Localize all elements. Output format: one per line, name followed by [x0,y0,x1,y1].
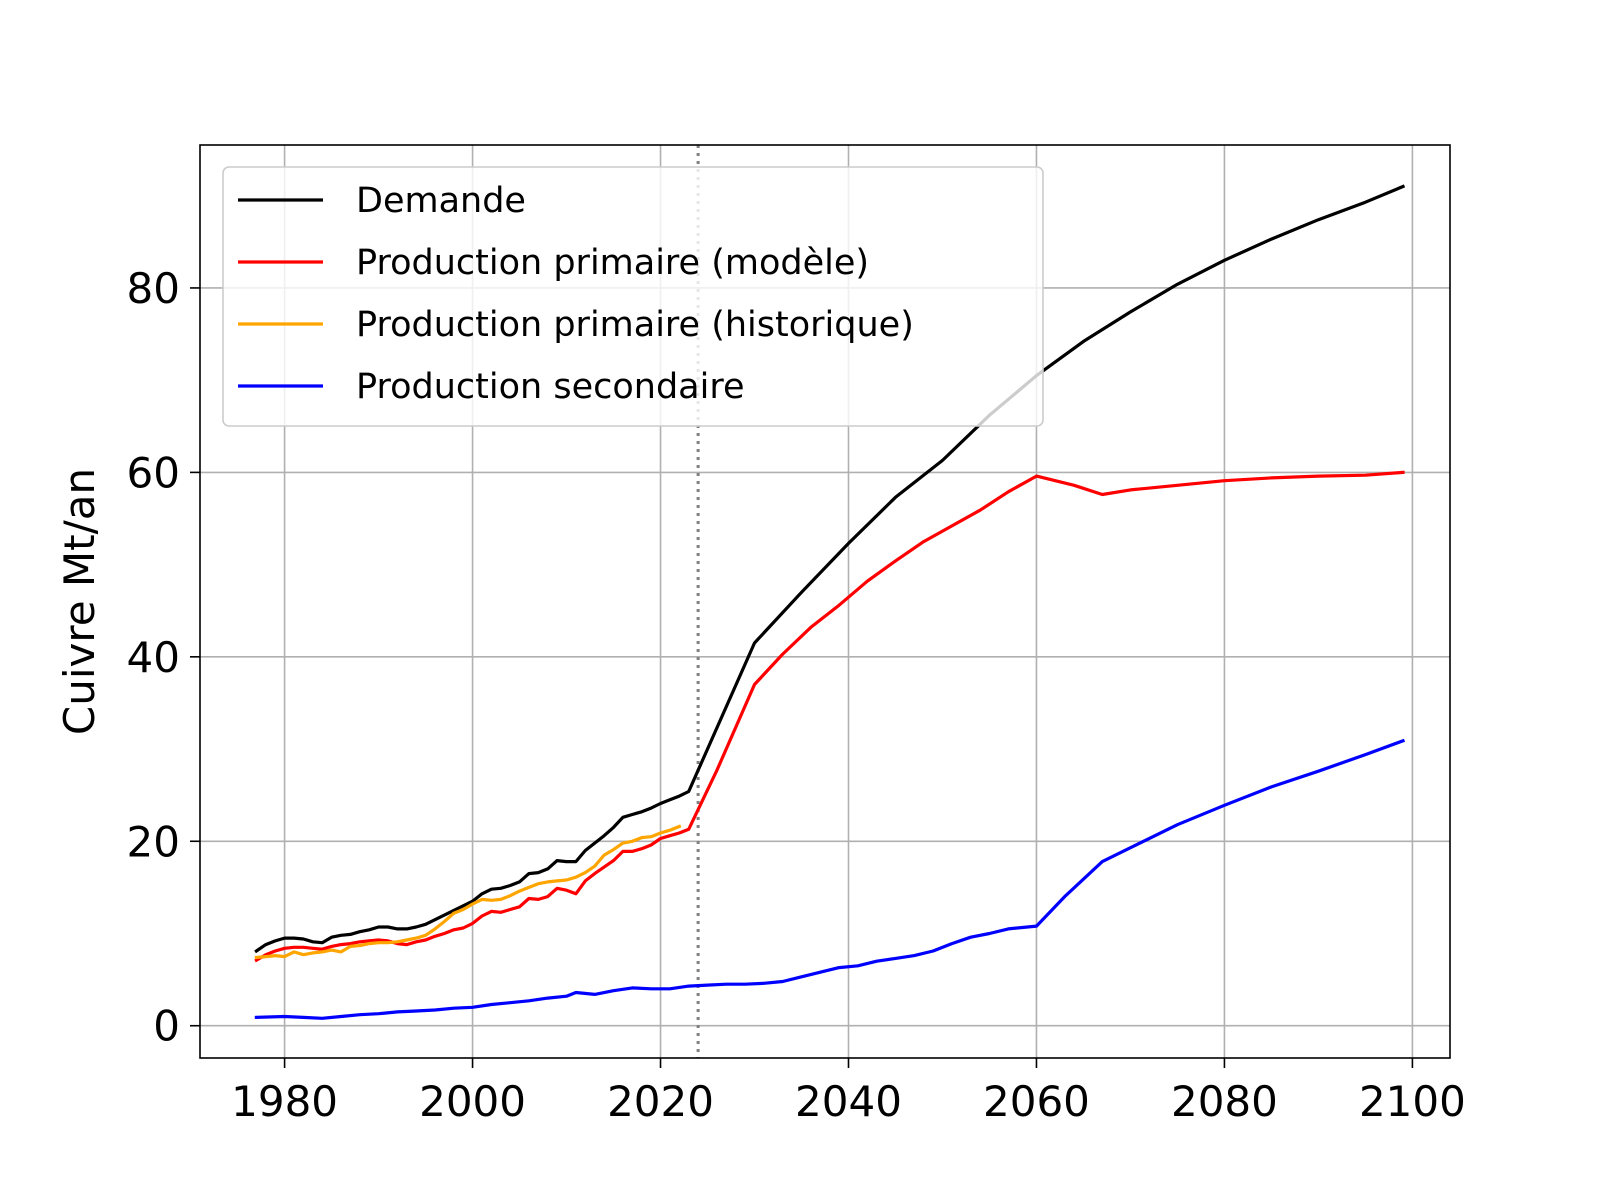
x-tick-label: 2060 [983,1077,1090,1126]
x-tick-label: 2040 [795,1077,902,1126]
y-axis-label: Cuivre Mt/an [55,468,104,735]
x-tick-label: 2020 [607,1077,714,1126]
plot-frame [199,144,1451,1059]
legend-label: Production secondaire [356,367,745,407]
x-tick-label: 2100 [1359,1077,1466,1126]
x-tick-label: 1980 [231,1077,338,1126]
y-tick-label: 0 [153,1002,180,1051]
y-tick-label: 20 [127,817,180,866]
y-tick-label: 80 [127,264,180,313]
series-line-3 [254,738,1406,1020]
x-tick-label: 2080 [1171,1077,1278,1126]
y-tick-label: 40 [127,633,180,682]
series-line-2 [254,824,682,960]
y-tick-label: 60 [127,448,180,497]
legend-label: Production primaire (historique) [356,305,914,345]
series-line-0 [254,184,1406,954]
legend-label: Demande [356,181,526,221]
legend-label: Production primaire (modèle) [356,243,869,283]
legend-box [222,166,1044,427]
legend: Demande Production primaire (modèle) Produ… [222,166,1044,427]
series-line-1 [254,470,1405,963]
x-tick-label: 2000 [419,1077,526,1126]
series-layer [254,184,1406,1020]
